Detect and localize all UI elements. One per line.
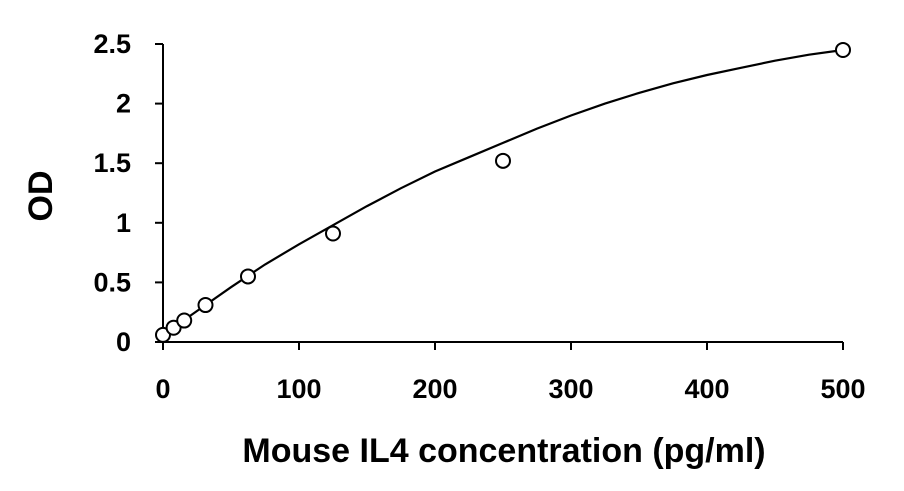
x-tick-label: 400	[684, 374, 729, 404]
x-axis-ticks: 0 100 200 300 400 500	[155, 342, 866, 404]
y-axis-ticks: 0 0.5 1 1.5 2 2.5	[93, 29, 163, 357]
x-tick-label: 0	[155, 374, 170, 404]
x-tick-label: 300	[548, 374, 593, 404]
x-axis-title: Mouse IL4 concentration (pg/ml)	[242, 432, 765, 470]
y-tick-label: 2	[116, 89, 131, 119]
data-points	[155, 41, 851, 343]
data-point	[835, 41, 851, 58]
data-point	[325, 225, 341, 242]
y-tick-label: 1.5	[93, 148, 131, 178]
data-point	[240, 268, 256, 285]
fit-curve	[162, 48, 844, 336]
chart-axes	[162, 44, 843, 343]
data-point	[197, 297, 214, 314]
y-axis-title: OD	[22, 171, 60, 222]
data-point	[176, 312, 193, 329]
y-tick-label: 0.5	[93, 267, 131, 297]
y-tick-label: 1	[116, 208, 131, 238]
y-tick-label: 0	[116, 327, 131, 357]
x-tick-label: 200	[412, 374, 457, 404]
x-tick-label: 500	[820, 374, 865, 404]
x-tick-label: 100	[276, 374, 321, 404]
data-point	[495, 152, 511, 169]
y-tick-label: 2.5	[93, 29, 131, 59]
